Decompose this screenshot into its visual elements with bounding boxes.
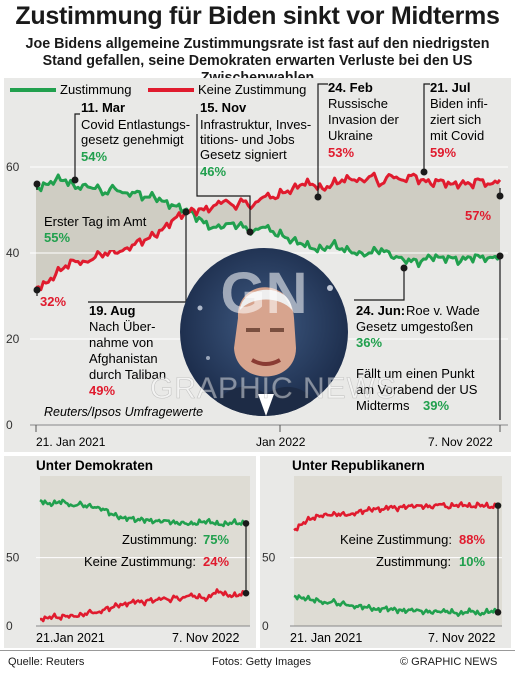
- footer: Quelle: Reuters Fotos: Getty Images © GR…: [0, 650, 515, 673]
- series-approval-line: [35, 173, 501, 269]
- annotation-21-jul-date: 21. Jul: [430, 80, 470, 95]
- annotation-15-nov-text: Infrastruktur, Inves-: [200, 117, 311, 132]
- annotation-end-disapprove-value: 57%: [465, 208, 491, 223]
- annotation-24-jun-date: 24. Jun:: [356, 303, 405, 318]
- annotation-15-nov-text: titions- und Jobs: [200, 132, 295, 147]
- series-disapproval-line: [35, 171, 502, 292]
- y-tick-label: 0: [6, 418, 13, 432]
- legend-approval-label: Zustimmung: [60, 82, 132, 97]
- watermark-text: GRAPHIC NEWS: [150, 372, 398, 406]
- x-tick-label: 7. Nov 2022: [428, 435, 493, 449]
- annotation-24-feb-date: 24. Feb: [328, 80, 373, 95]
- annotation-19-aug-text: Nach Über-: [89, 319, 155, 334]
- annotation-first-day-approve-value: 55%: [44, 230, 70, 245]
- annotation-first-day-label: Erster Tag im Amt: [44, 214, 147, 229]
- annotation-11-mar-text: Covid Entlastungs-: [81, 117, 190, 132]
- annotation-midterm-text: Midterms: [356, 398, 410, 413]
- annotation-midterm-value: 39%: [423, 398, 449, 413]
- annotation-21-jul-value: 59%: [430, 145, 456, 160]
- source-credit: Quelle: Reuters: [8, 656, 85, 668]
- annotation-24-feb-text: Ukraine: [328, 128, 373, 143]
- annotation-15-nov-value: 46%: [200, 164, 226, 179]
- annotation-11-mar-value: 54%: [81, 149, 107, 164]
- label-bg-first-day: [40, 212, 116, 250]
- annotation-24-feb-text: Russische: [328, 96, 388, 111]
- y-tick-label: 20: [6, 332, 20, 346]
- annotation-21-jul-text: Biden infi-: [430, 96, 488, 111]
- chart-title: Zustimmung für Biden sinkt vor Midterms: [15, 2, 500, 30]
- annotation-24-jun-text: Roe v. Wade: [406, 303, 480, 318]
- annotation-24-feb-value: 53%: [328, 145, 354, 160]
- leader-15-nov: [196, 114, 251, 232]
- annotation-midterm-text: am Vorabend der US: [356, 382, 478, 397]
- annotation-24-jun-value: 36%: [356, 335, 382, 350]
- annotation-19-aug-date: 19. Aug: [89, 303, 136, 318]
- annotation-11-mar-date: 11. Mar: [81, 100, 125, 115]
- annotation-midterm-text: Fällt um einen Punkt: [356, 366, 475, 381]
- marker-first-day-disapprove: [33, 286, 41, 294]
- annotation-19-aug-text: durch Taliban: [89, 367, 166, 382]
- biden-photo: GN: [180, 248, 348, 416]
- annotation-21-jul-text: mit Covid: [430, 128, 484, 143]
- annotation-21-jul-text: ziert sich: [430, 112, 481, 127]
- annotation-24-jun-text: Gesetz umgestoßen: [356, 319, 473, 334]
- annotation-15-nov-date: 15. Nov: [200, 100, 247, 115]
- leader-11-mar: [74, 113, 80, 180]
- x-tick-label: Jan 2022: [256, 435, 306, 449]
- annotation-first-day-disapprove-value: 32%: [40, 294, 66, 309]
- gap-band: [36, 173, 500, 290]
- brand-credit: © GRAPHIC NEWS: [400, 656, 498, 668]
- annotation-19-aug-text: nahme von: [89, 335, 153, 350]
- annotation-15-nov-text: Gesetz signiert: [200, 147, 287, 162]
- annotation-11-mar-text: gesetz genehmigt: [81, 132, 184, 147]
- chart-subtitle: Joe Bidens allgemeine Zustimmungsrate is…: [25, 36, 490, 86]
- leader-24-jun: [354, 268, 405, 301]
- logo-watermark: GN: [220, 261, 308, 326]
- annotation-19-aug-value: 49%: [89, 383, 115, 398]
- leader-24-feb: [317, 83, 328, 197]
- source-note: Reuters/Ipsos Umfragewerte: [44, 405, 203, 419]
- annotation-19-aug-text: Afghanistan: [89, 351, 158, 366]
- annotation-24-feb-text: Invasion der: [328, 112, 399, 127]
- x-tick-label: 21. Jan 2021: [36, 435, 106, 449]
- leader-21-jul: [423, 83, 430, 172]
- y-tick-label: 40: [6, 246, 20, 260]
- y-tick-label: 60: [6, 160, 20, 174]
- photo-credit: Fotos: Getty Images: [212, 656, 312, 668]
- legend-disapproval-label: Keine Zustimmung: [198, 82, 306, 97]
